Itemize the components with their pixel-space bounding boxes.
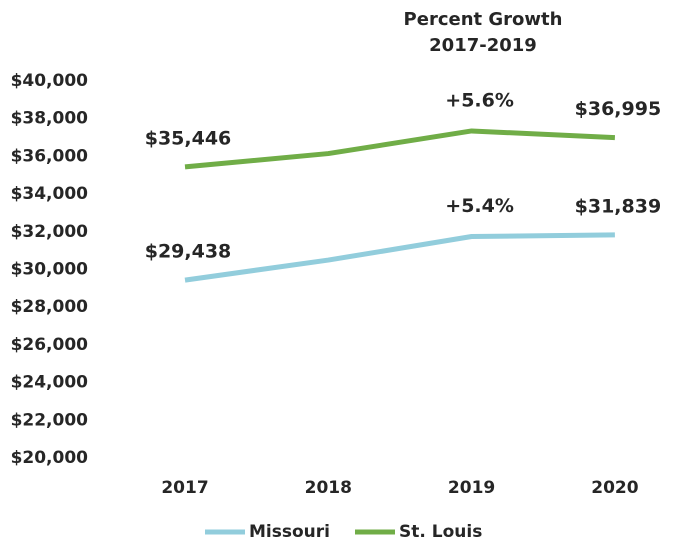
x-tick-label: 2017 bbox=[161, 478, 208, 498]
y-tick-label: $40,000 bbox=[11, 71, 89, 91]
y-tick-label: $36,000 bbox=[11, 146, 89, 166]
legend-label: St. Louis bbox=[399, 522, 482, 542]
y-tick-label: $24,000 bbox=[11, 373, 89, 393]
annotation: +5.4% bbox=[445, 195, 514, 217]
y-tick-label: $22,000 bbox=[11, 410, 89, 430]
data-label: $36,995 bbox=[575, 98, 662, 120]
chart-subtitle: 2017-2019 bbox=[429, 35, 537, 56]
y-tick-label: $26,000 bbox=[11, 335, 89, 355]
annotation: +5.6% bbox=[445, 89, 514, 111]
y-tick-label: $20,000 bbox=[11, 448, 89, 468]
legend-label: Missouri bbox=[249, 522, 330, 542]
x-tick-label: 2018 bbox=[305, 478, 352, 498]
data-label: $29,438 bbox=[145, 241, 232, 263]
series-line bbox=[184, 232, 615, 283]
chart-title: Percent Growth bbox=[404, 9, 563, 30]
x-tick-label: 2019 bbox=[448, 478, 495, 498]
y-tick-label: $32,000 bbox=[11, 222, 89, 242]
x-tick-label: 2020 bbox=[591, 478, 638, 498]
data-label: $35,446 bbox=[145, 127, 232, 149]
y-tick-label: $38,000 bbox=[11, 109, 89, 129]
y-tick-label: $30,000 bbox=[11, 260, 89, 280]
series-line bbox=[184, 128, 616, 170]
y-tick-label: $28,000 bbox=[11, 297, 89, 317]
data-label: $31,839 bbox=[575, 195, 662, 217]
y-tick-label: $34,000 bbox=[11, 184, 89, 204]
